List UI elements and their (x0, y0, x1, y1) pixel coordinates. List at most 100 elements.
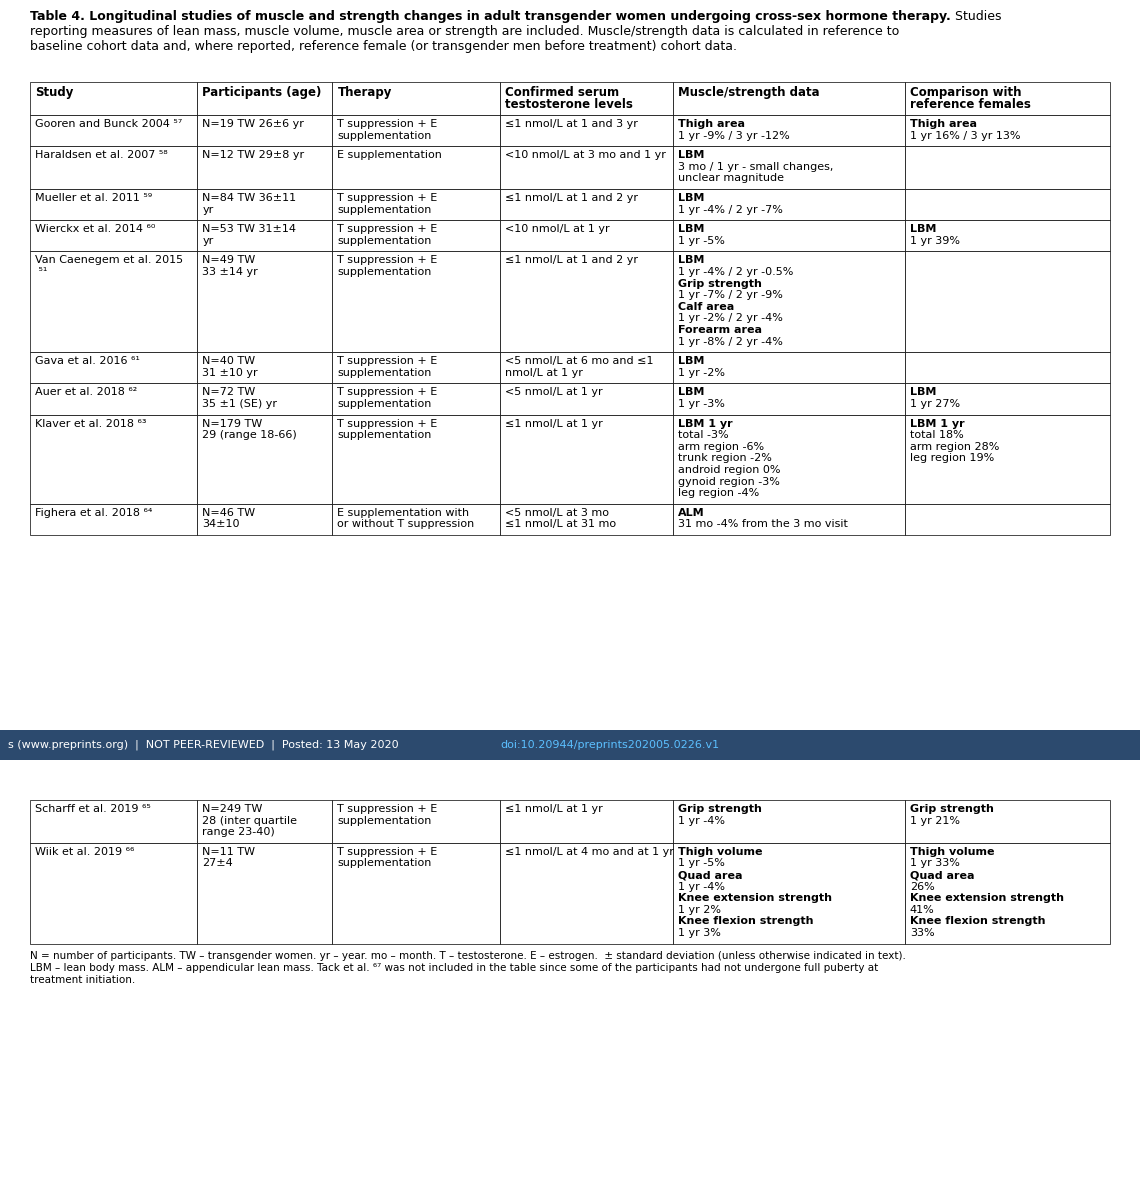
Text: gynoid region -3%: gynoid region -3% (677, 476, 780, 487)
Text: E supplementation with: E supplementation with (337, 508, 470, 517)
Text: <10 nmol/L at 1 yr: <10 nmol/L at 1 yr (505, 224, 610, 234)
Text: 1 yr 33%: 1 yr 33% (910, 858, 960, 869)
Text: LBM: LBM (677, 193, 705, 203)
Text: Knee flexion strength: Knee flexion strength (677, 917, 813, 926)
Text: doi:10.20944/preprints202005.0226.v1: doi:10.20944/preprints202005.0226.v1 (500, 740, 719, 750)
Bar (499, 842, 673, 943)
Text: Participants (age): Participants (age) (203, 86, 321, 98)
Bar (499, 800, 673, 842)
Text: Table 4. Longitudinal studies of muscle and strength changes in adult transgende: Table 4. Longitudinal studies of muscle … (30, 10, 951, 23)
Text: LBM: LBM (677, 356, 705, 366)
Text: LBM 1 yr: LBM 1 yr (677, 419, 732, 428)
Bar (905, 414, 1110, 504)
Text: Auer et al. 2018 ⁶²: Auer et al. 2018 ⁶² (35, 388, 137, 397)
Text: arm region 28%: arm region 28% (910, 442, 999, 451)
Text: Quad area: Quad area (677, 870, 742, 880)
Text: <10 nmol/L at 3 mo and 1 yr: <10 nmol/L at 3 mo and 1 yr (505, 150, 666, 160)
Text: 31 ±10 yr: 31 ±10 yr (203, 367, 258, 378)
Text: E supplementation: E supplementation (337, 150, 442, 160)
Text: Thigh area: Thigh area (677, 119, 744, 128)
Text: 41%: 41% (910, 905, 935, 914)
Bar (673, 115, 905, 146)
Text: N = number of participants. TW – transgender women. yr – year. mo – month. T – t: N = number of participants. TW – transge… (30, 950, 906, 960)
Bar (197, 251, 333, 353)
Text: 1 yr -8% / 2 yr -4%: 1 yr -8% / 2 yr -4% (677, 337, 782, 347)
Text: Wierckx et al. 2014 ⁶⁰: Wierckx et al. 2014 ⁶⁰ (35, 224, 155, 234)
Bar (333, 251, 499, 353)
Text: N=84 TW 36±11: N=84 TW 36±11 (203, 193, 296, 203)
Text: N=49 TW: N=49 TW (203, 256, 255, 265)
Bar (197, 146, 333, 188)
Bar (30, 800, 197, 842)
Text: Mueller et al. 2011 ⁵⁹: Mueller et al. 2011 ⁵⁹ (35, 193, 153, 203)
Text: Van Caenegem et al. 2015: Van Caenegem et al. 2015 (35, 256, 184, 265)
Text: 1 yr -4% / 2 yr -7%: 1 yr -4% / 2 yr -7% (677, 204, 782, 215)
Bar (673, 82, 905, 115)
Bar (30, 383, 197, 414)
Bar (905, 221, 1110, 252)
Bar (197, 115, 333, 146)
Text: total 18%: total 18% (910, 431, 963, 440)
Text: 29 (range 18-66): 29 (range 18-66) (203, 431, 298, 440)
Text: 33 ±14 yr: 33 ±14 yr (203, 266, 258, 277)
Text: N=179 TW: N=179 TW (203, 419, 262, 428)
Bar (333, 82, 499, 115)
Bar (0, 730, 1140, 760)
Text: or without T suppression: or without T suppression (337, 520, 474, 529)
Text: 28 (inter quartile: 28 (inter quartile (203, 816, 298, 826)
Text: Therapy: Therapy (337, 86, 392, 98)
Text: 26%: 26% (910, 882, 935, 892)
Text: reference females: reference females (910, 98, 1031, 112)
Text: 3 mo / 1 yr - small changes,: 3 mo / 1 yr - small changes, (677, 162, 833, 172)
Bar (197, 800, 333, 842)
Bar (30, 251, 197, 353)
Bar (197, 504, 333, 535)
Text: ≤1 nmol/L at 4 mo and at 1 yr: ≤1 nmol/L at 4 mo and at 1 yr (505, 847, 674, 857)
Text: N=249 TW: N=249 TW (203, 804, 263, 814)
Text: 1 yr 21%: 1 yr 21% (910, 816, 960, 826)
Text: T suppression + E: T suppression + E (337, 256, 438, 265)
Bar (905, 800, 1110, 842)
Text: T suppression + E: T suppression + E (337, 356, 438, 366)
Text: LBM: LBM (677, 150, 705, 160)
Text: supplementation: supplementation (337, 858, 432, 869)
Text: Haraldsen et al. 2007 ⁵⁸: Haraldsen et al. 2007 ⁵⁸ (35, 150, 168, 160)
Bar (905, 353, 1110, 384)
Text: 1 yr -2% / 2 yr -4%: 1 yr -2% / 2 yr -4% (677, 313, 782, 324)
Bar (197, 221, 333, 252)
Text: 1 yr 27%: 1 yr 27% (910, 398, 960, 409)
Text: Wiik et al. 2019 ⁶⁶: Wiik et al. 2019 ⁶⁶ (35, 847, 135, 857)
Text: 34±10: 34±10 (203, 520, 239, 529)
Bar (905, 251, 1110, 353)
Bar (333, 414, 499, 504)
Text: reporting measures of lean mass, muscle volume, muscle area or strength are incl: reporting measures of lean mass, muscle … (30, 25, 899, 38)
Bar (499, 383, 673, 414)
Bar (333, 188, 499, 221)
Text: N=46 TW: N=46 TW (203, 508, 255, 517)
Text: Thigh volume: Thigh volume (677, 847, 763, 857)
Bar (673, 188, 905, 221)
Text: N=72 TW: N=72 TW (203, 388, 255, 397)
Text: LBM: LBM (677, 224, 705, 234)
Text: arm region -6%: arm region -6% (677, 442, 764, 451)
Text: Knee flexion strength: Knee flexion strength (910, 917, 1045, 926)
Bar (499, 414, 673, 504)
Text: supplementation: supplementation (337, 431, 432, 440)
Text: 1 yr -4%: 1 yr -4% (677, 882, 725, 892)
Bar (197, 414, 333, 504)
Text: 35 ±1 (SE) yr: 35 ±1 (SE) yr (203, 398, 277, 409)
Bar (499, 221, 673, 252)
Bar (905, 115, 1110, 146)
Bar (197, 383, 333, 414)
Bar (905, 504, 1110, 535)
Text: supplementation: supplementation (337, 235, 432, 246)
Text: nmol/L at 1 yr: nmol/L at 1 yr (505, 367, 583, 378)
Text: ≤1 nmol/L at 1 and 2 yr: ≤1 nmol/L at 1 and 2 yr (505, 193, 637, 203)
Text: Forearm area: Forearm area (677, 325, 762, 335)
Text: Thigh area: Thigh area (910, 119, 977, 128)
Bar (905, 842, 1110, 943)
Bar (673, 800, 905, 842)
Text: baseline cohort data and, where reported, reference female (or transgender men b: baseline cohort data and, where reported… (30, 40, 736, 53)
Text: ≤1 nmol/L at 1 yr: ≤1 nmol/L at 1 yr (505, 804, 603, 814)
Text: unclear magnitude: unclear magnitude (677, 174, 783, 184)
